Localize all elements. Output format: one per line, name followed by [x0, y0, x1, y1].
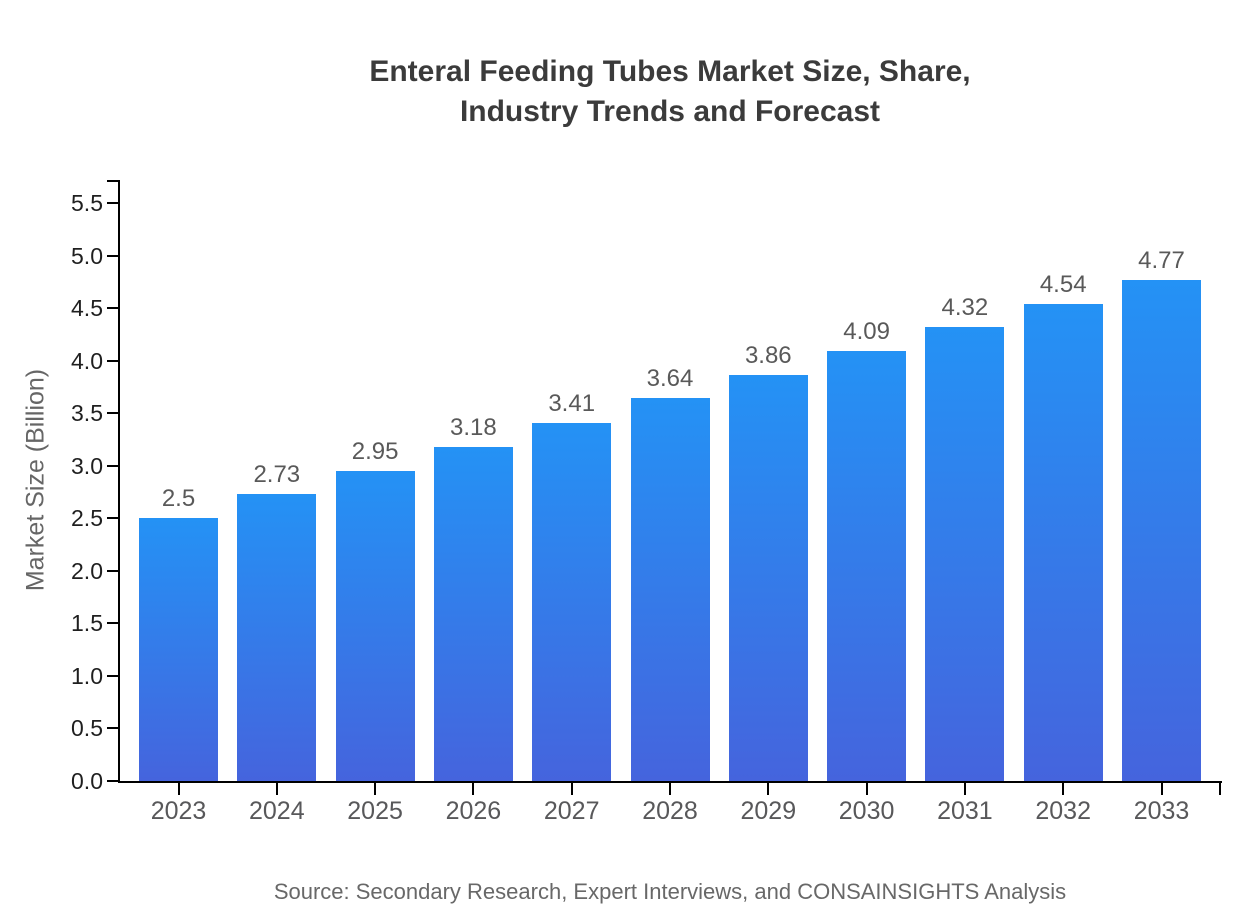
x-tick-mark: [865, 783, 868, 795]
y-tick-mark: [107, 622, 118, 625]
bar-value-label: 4.54: [1039, 270, 1087, 298]
bar-2027: [532, 422, 612, 781]
x-axis-line: [118, 781, 1222, 783]
x-tick-mark: [669, 783, 671, 795]
bar-2028: [630, 398, 710, 781]
bar-2031: [925, 326, 1005, 781]
bar-value-label: 4.09: [843, 318, 890, 346]
bar-2030: [827, 351, 907, 781]
bar-2026: [433, 446, 513, 781]
x-tick-label: 2028: [642, 797, 698, 825]
y-tick-label: 1.5: [71, 610, 103, 637]
y-tick-label: 2.5: [71, 505, 103, 532]
bar-value-label: 3.18: [450, 413, 497, 441]
y-tick-mark: [107, 674, 118, 677]
bar-2033: [1122, 279, 1201, 781]
x-tick-label: 2033: [1133, 797, 1190, 825]
x-tick-label: 2024: [248, 797, 305, 825]
x-tick-label: 2029: [740, 797, 797, 825]
bar-value-label: 3.86: [744, 342, 792, 370]
y-tick-label: 0.5: [71, 715, 103, 742]
bar-value-label: 2.73: [253, 461, 301, 489]
x-tick-mark: [1062, 783, 1065, 795]
bar-value-label: 2.5: [161, 485, 196, 513]
bar-value-label: 3.41: [548, 389, 596, 417]
x-tick-label: 2027: [543, 797, 600, 825]
y-tick-mark: [107, 201, 118, 204]
y-tick-mark: [107, 727, 118, 730]
y-tick-mark: [107, 412, 118, 415]
y-tick-mark: [107, 464, 118, 467]
x-tick-mark: [177, 783, 180, 795]
x-tick-mark: [275, 783, 278, 795]
y-tick-label: 1.0: [71, 662, 103, 689]
bar-value-label: 4.77: [1138, 246, 1185, 274]
bar-value-label: 4.32: [941, 293, 989, 321]
x-tick-label: 2025: [347, 797, 403, 825]
x-tick-mark: [570, 783, 573, 795]
x-tick-label: 2026: [445, 797, 502, 825]
y-axis-line: [118, 180, 120, 783]
bar-2024: [237, 494, 317, 781]
chart-title-line-2: Industry Trends and Forecast: [459, 95, 881, 128]
chart-title: Enteral Feeding Tubes Market Size, Share…: [118, 52, 1222, 132]
x-tick-mark: [767, 783, 770, 795]
y-tick-mark: [107, 307, 118, 310]
bar-value-label: 2.95: [351, 437, 399, 465]
y-tick-mark: [107, 569, 118, 572]
x-tick-mark: [472, 783, 475, 795]
x-tick-label: 2031: [937, 797, 993, 825]
y-tick-mark: [107, 780, 118, 782]
y-tick-label: 4.5: [71, 295, 103, 322]
y-tick-mark: [107, 359, 118, 362]
y-tick-label: 0.0: [71, 768, 103, 794]
x-tick-label: 2032: [1035, 797, 1091, 825]
x-tick-label: 2023: [150, 797, 207, 825]
x-tick-mark: [1160, 783, 1163, 795]
x-tick-mark: [963, 783, 966, 795]
y-tick-mark: [107, 254, 118, 257]
bar-2029: [728, 375, 808, 781]
y-tick-label: 2.0: [71, 557, 103, 584]
y-tick-label: 4.0: [71, 347, 103, 374]
x-axis-end-cap: [1219, 783, 1221, 795]
bar-value-label: 3.64: [646, 365, 694, 393]
x-tick-mark: [374, 783, 377, 795]
bar-2023: [139, 518, 218, 781]
source-note: Source: Secondary Research, Expert Inter…: [273, 879, 1067, 904]
y-axis-end-cap: [107, 180, 118, 182]
chart-title-line-1: Enteral Feeding Tubes Market Size, Share…: [369, 55, 971, 88]
bar-2032: [1023, 303, 1103, 781]
bar-2025: [335, 470, 415, 781]
y-tick-label: 3.5: [71, 400, 103, 427]
y-tick-mark: [107, 517, 118, 520]
x-tick-label: 2030: [838, 797, 895, 825]
y-tick-label: 3.0: [71, 452, 103, 479]
y-tick-label: 5.0: [71, 242, 103, 269]
y-tick-label: 5.5: [71, 189, 103, 216]
